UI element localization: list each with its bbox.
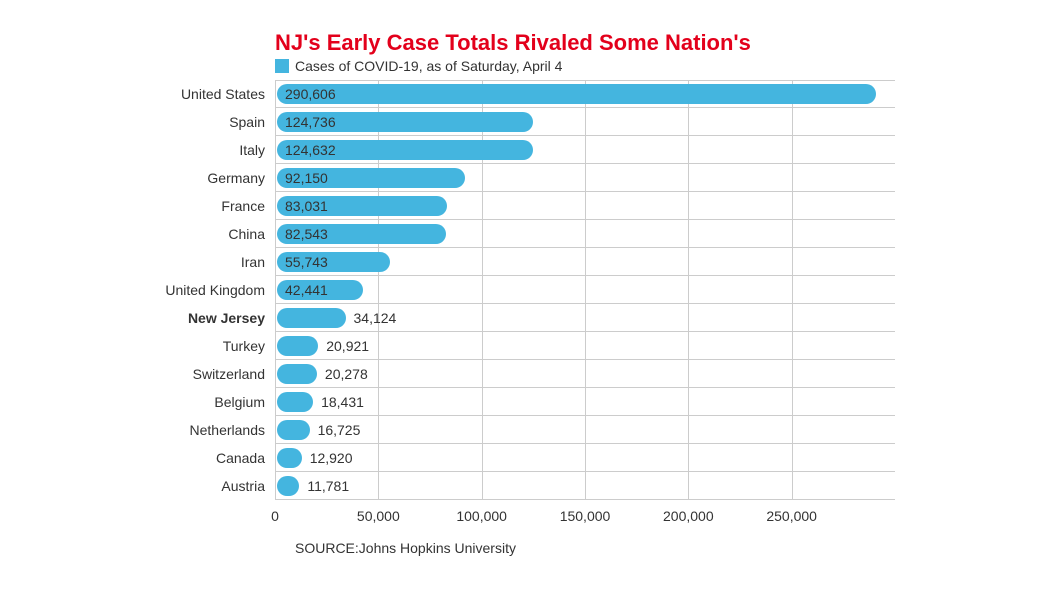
category-label: Italy [239, 142, 275, 158]
chart-row: United Kingdom42,441 [275, 276, 895, 304]
value-label: 92,150 [285, 170, 328, 186]
plot-area: 050,000100,000150,000200,000250,000Unite… [275, 80, 895, 500]
category-label: France [221, 198, 275, 214]
chart-container: NJ's Early Case Totals Rivaled Some Nati… [0, 0, 1050, 600]
chart-row: Belgium18,431 [275, 388, 895, 416]
bar [277, 84, 876, 104]
chart-row: Switzerland20,278 [275, 360, 895, 388]
x-tick-label: 150,000 [560, 508, 611, 524]
category-label: Turkey [223, 338, 275, 354]
category-label: Germany [207, 170, 275, 186]
bar [277, 448, 302, 468]
value-label: 34,124 [354, 310, 397, 326]
value-label: 290,606 [285, 86, 336, 102]
chart-row: Turkey20,921 [275, 332, 895, 360]
value-label: 16,725 [318, 422, 361, 438]
chart-title: NJ's Early Case Totals Rivaled Some Nati… [275, 30, 751, 56]
value-label: 124,736 [285, 114, 336, 130]
bar [277, 392, 313, 412]
chart-row: China82,543 [275, 220, 895, 248]
category-label: United States [181, 86, 275, 102]
category-label: China [228, 226, 275, 242]
bar [277, 336, 318, 356]
x-tick-label: 0 [271, 508, 279, 524]
x-tick-label: 250,000 [766, 508, 817, 524]
chart-legend: Cases of COVID-19, as of Saturday, April… [275, 58, 562, 74]
category-label: Austria [221, 478, 275, 494]
category-label: New Jersey [188, 310, 275, 326]
category-label: Spain [229, 114, 275, 130]
value-label: 18,431 [321, 394, 364, 410]
chart-row: Spain124,736 [275, 108, 895, 136]
value-label: 82,543 [285, 226, 328, 242]
value-label: 42,441 [285, 282, 328, 298]
x-tick-label: 200,000 [663, 508, 714, 524]
chart-row: New Jersey34,124 [275, 304, 895, 332]
bar [277, 364, 317, 384]
chart-row: Germany92,150 [275, 164, 895, 192]
chart-row: Iran55,743 [275, 248, 895, 276]
value-label: 20,921 [326, 338, 369, 354]
chart-row: Canada12,920 [275, 444, 895, 472]
x-tick-label: 100,000 [456, 508, 507, 524]
chart-row: Netherlands16,725 [275, 416, 895, 444]
legend-swatch [275, 59, 289, 73]
x-tick-label: 50,000 [357, 508, 400, 524]
value-label: 12,920 [310, 450, 353, 466]
chart-row: France83,031 [275, 192, 895, 220]
category-label: United Kingdom [165, 282, 275, 298]
chart-row: Austria11,781 [275, 472, 895, 500]
value-label: 124,632 [285, 142, 336, 158]
category-label: Canada [216, 450, 275, 466]
value-label: 55,743 [285, 254, 328, 270]
chart-row: Italy124,632 [275, 136, 895, 164]
chart-row: United States290,606 [275, 80, 895, 108]
category-label: Switzerland [193, 366, 275, 382]
category-label: Belgium [214, 394, 275, 410]
bar [277, 308, 346, 328]
value-label: 11,781 [307, 478, 349, 494]
category-label: Netherlands [190, 422, 276, 438]
legend-label: Cases of COVID-19, as of Saturday, April… [295, 58, 562, 74]
chart-source: SOURCE:Johns Hopkins University [295, 540, 516, 556]
value-label: 83,031 [285, 198, 328, 214]
bar [277, 476, 299, 496]
bar [277, 420, 310, 440]
value-label: 20,278 [325, 366, 368, 382]
category-label: Iran [241, 254, 275, 270]
